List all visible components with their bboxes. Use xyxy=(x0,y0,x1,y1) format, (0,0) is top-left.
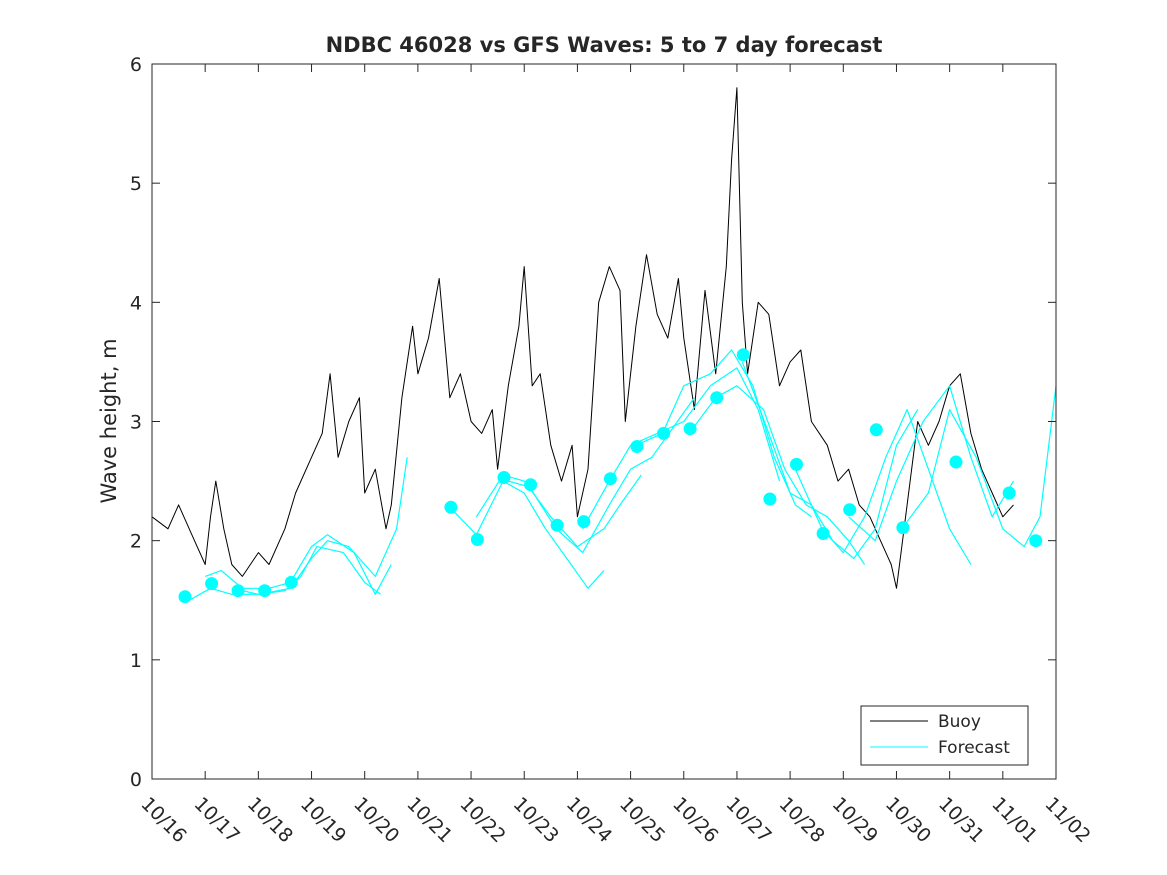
buoy-series xyxy=(151,87,1014,589)
forecast-point xyxy=(736,348,750,362)
x-tick-label: 10/30 xyxy=(881,793,935,847)
forecast-point xyxy=(843,503,857,517)
y-tick-label: 5 xyxy=(130,173,142,195)
y-tick-label: 6 xyxy=(130,54,142,76)
x-tick-label: 11/02 xyxy=(1040,793,1094,847)
forecast-point xyxy=(657,426,671,440)
legend-buoy-label: Buoy xyxy=(938,712,981,732)
forecast-run-4 xyxy=(449,480,605,589)
forecast-point xyxy=(603,472,617,486)
legend-forecast-label: Forecast xyxy=(938,738,1010,758)
forecast-point xyxy=(1002,486,1016,500)
x-tick-label: 10/18 xyxy=(243,793,297,847)
y-axis: 0 1 2 3 4 5 6 xyxy=(130,54,1056,791)
x-tick-label: 10/21 xyxy=(402,793,456,847)
forecast-point xyxy=(524,478,538,492)
x-tick-label: 11/01 xyxy=(987,793,1041,847)
forecast-point xyxy=(444,500,458,514)
forecast-run-7 xyxy=(582,367,781,530)
forecast-point xyxy=(577,515,591,529)
forecast-run-12 xyxy=(848,385,1015,542)
forecast-point xyxy=(630,440,644,453)
forecast-point xyxy=(497,471,511,484)
legend: Buoy Forecast xyxy=(860,705,1029,766)
x-tick-label: 10/29 xyxy=(828,793,882,847)
buoy-line xyxy=(151,87,1014,589)
x-tick-label: 10/25 xyxy=(615,793,669,847)
forecast-point xyxy=(710,391,724,405)
legend-box xyxy=(860,705,1029,766)
forecast-point xyxy=(550,518,564,532)
x-tick-label: 10/31 xyxy=(934,793,988,847)
y-tick-label: 0 xyxy=(130,769,142,791)
forecast-run-13 xyxy=(901,385,1057,548)
y-tick-label: 3 xyxy=(130,412,142,434)
forecast-run-9 xyxy=(688,385,866,565)
forecast-markers xyxy=(178,348,1043,604)
x-tick-label: 10/17 xyxy=(190,793,244,847)
forecast-run-2 xyxy=(204,534,392,595)
x-tick-label: 10/24 xyxy=(562,793,616,847)
forecast-run-11 xyxy=(794,409,972,565)
forecast-point xyxy=(869,423,883,437)
x-tick-label: 10/22 xyxy=(456,793,510,847)
chart-title: NDBC 46028 vs GFS Waves: 5 to 7 day fore… xyxy=(326,33,883,57)
forecast-point xyxy=(284,575,298,589)
y-tick-label: 1 xyxy=(130,650,142,672)
x-tick-label: 10/28 xyxy=(775,793,829,847)
forecast-point xyxy=(470,533,484,546)
x-tick-label: 10/23 xyxy=(509,793,563,847)
forecast-point xyxy=(949,455,963,469)
x-tick-label: 10/19 xyxy=(296,793,350,847)
forecast-point xyxy=(816,527,830,540)
forecast-point xyxy=(1029,534,1043,548)
x-tick-label: 10/20 xyxy=(349,793,403,847)
forecast-point xyxy=(683,422,697,436)
forecast-point xyxy=(231,584,245,598)
forecast-point xyxy=(205,577,219,591)
y-tick-label: 4 xyxy=(130,292,142,314)
x-tick-label: 10/26 xyxy=(668,793,722,847)
y-axis-label: Wave height, m xyxy=(97,338,121,503)
x-tick-label: 10/27 xyxy=(721,793,775,847)
y-tick-label: 2 xyxy=(130,531,142,553)
forecast-point xyxy=(790,457,803,471)
forecast-point xyxy=(258,584,272,598)
forecast-point xyxy=(763,492,777,506)
plot-background xyxy=(152,64,1056,779)
forecast-point xyxy=(178,590,192,604)
x-tick-label: 10/16 xyxy=(136,793,190,847)
forecast-point xyxy=(896,521,910,535)
